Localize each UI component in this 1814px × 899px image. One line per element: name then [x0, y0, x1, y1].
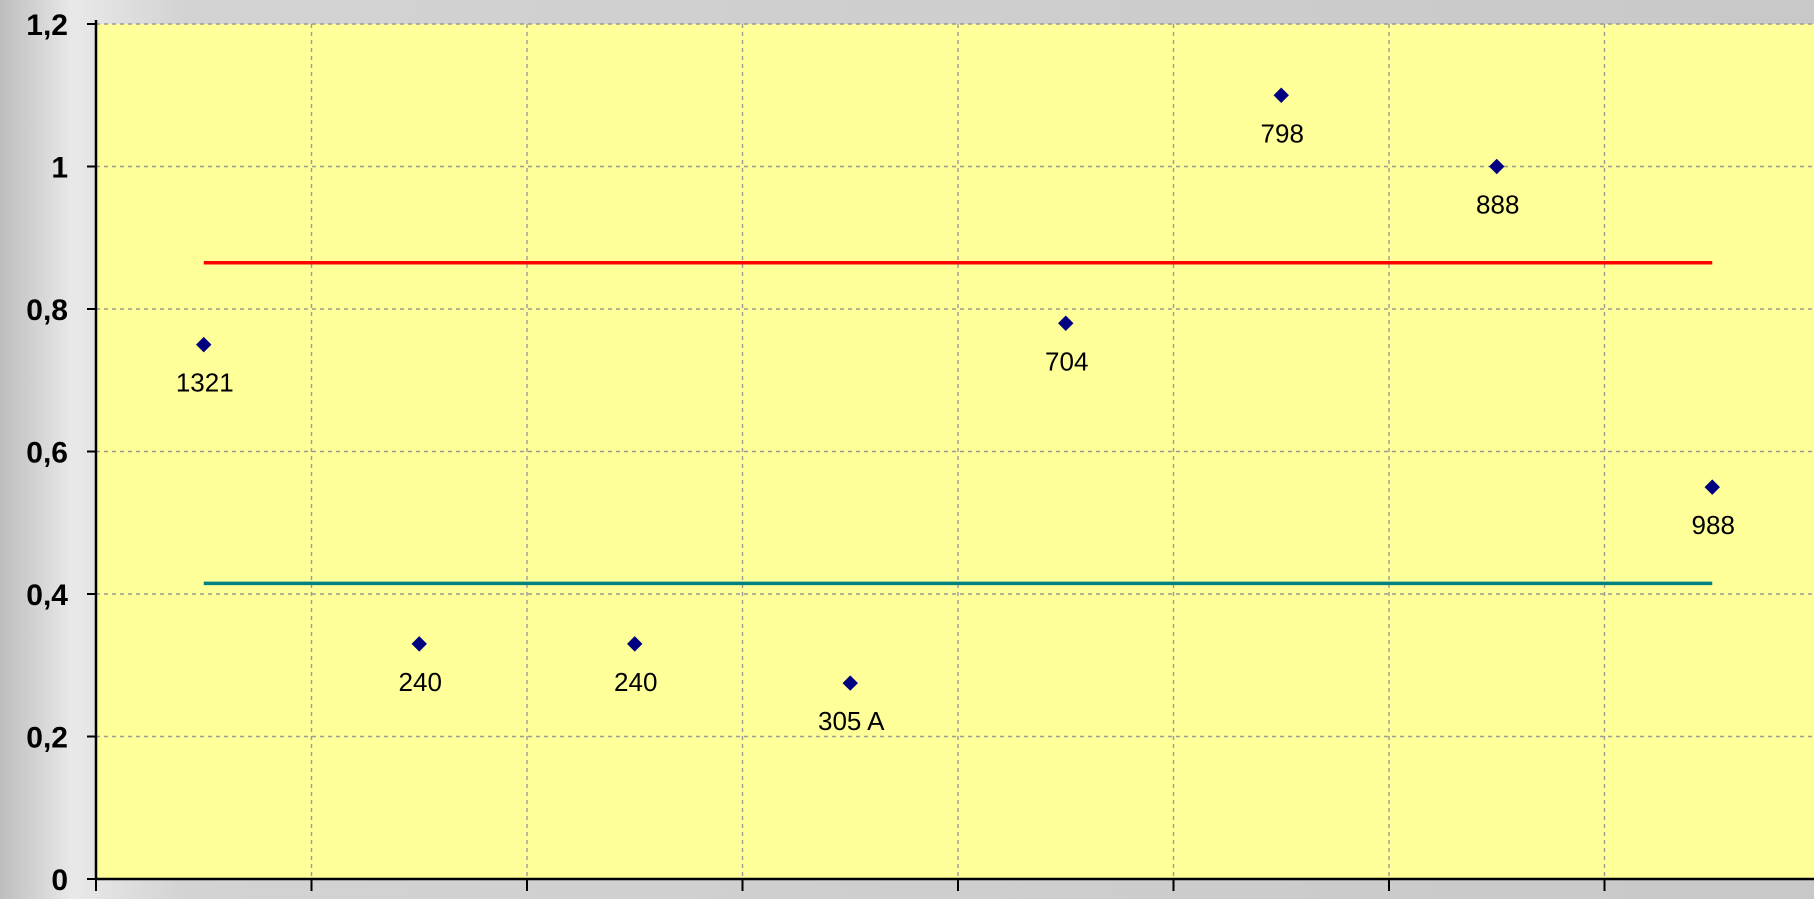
- data-point-label: 305 A: [818, 706, 885, 736]
- y-axis-tick-labels: 0 0,2 0,4 0,6 0,8 1 1,2: [26, 9, 68, 897]
- data-point-label: 704: [1045, 346, 1088, 376]
- y-tick-label: 1: [51, 152, 68, 185]
- y-tick-label: 1,2: [26, 9, 68, 42]
- y-tick-label: 0,6: [26, 437, 68, 470]
- data-point-label: 798: [1261, 118, 1304, 148]
- data-point-label: 240: [614, 667, 657, 697]
- y-tick-label: 0,2: [26, 722, 68, 755]
- data-point-label: 888: [1476, 190, 1519, 220]
- data-point-label: 1321: [176, 368, 234, 398]
- y-tick-label: 0,4: [26, 579, 68, 612]
- y-tick-label: 0,8: [26, 294, 68, 327]
- data-point-label: 988: [1692, 510, 1735, 540]
- data-point-label: 240: [399, 667, 442, 697]
- y-tick-label: 0: [51, 864, 68, 897]
